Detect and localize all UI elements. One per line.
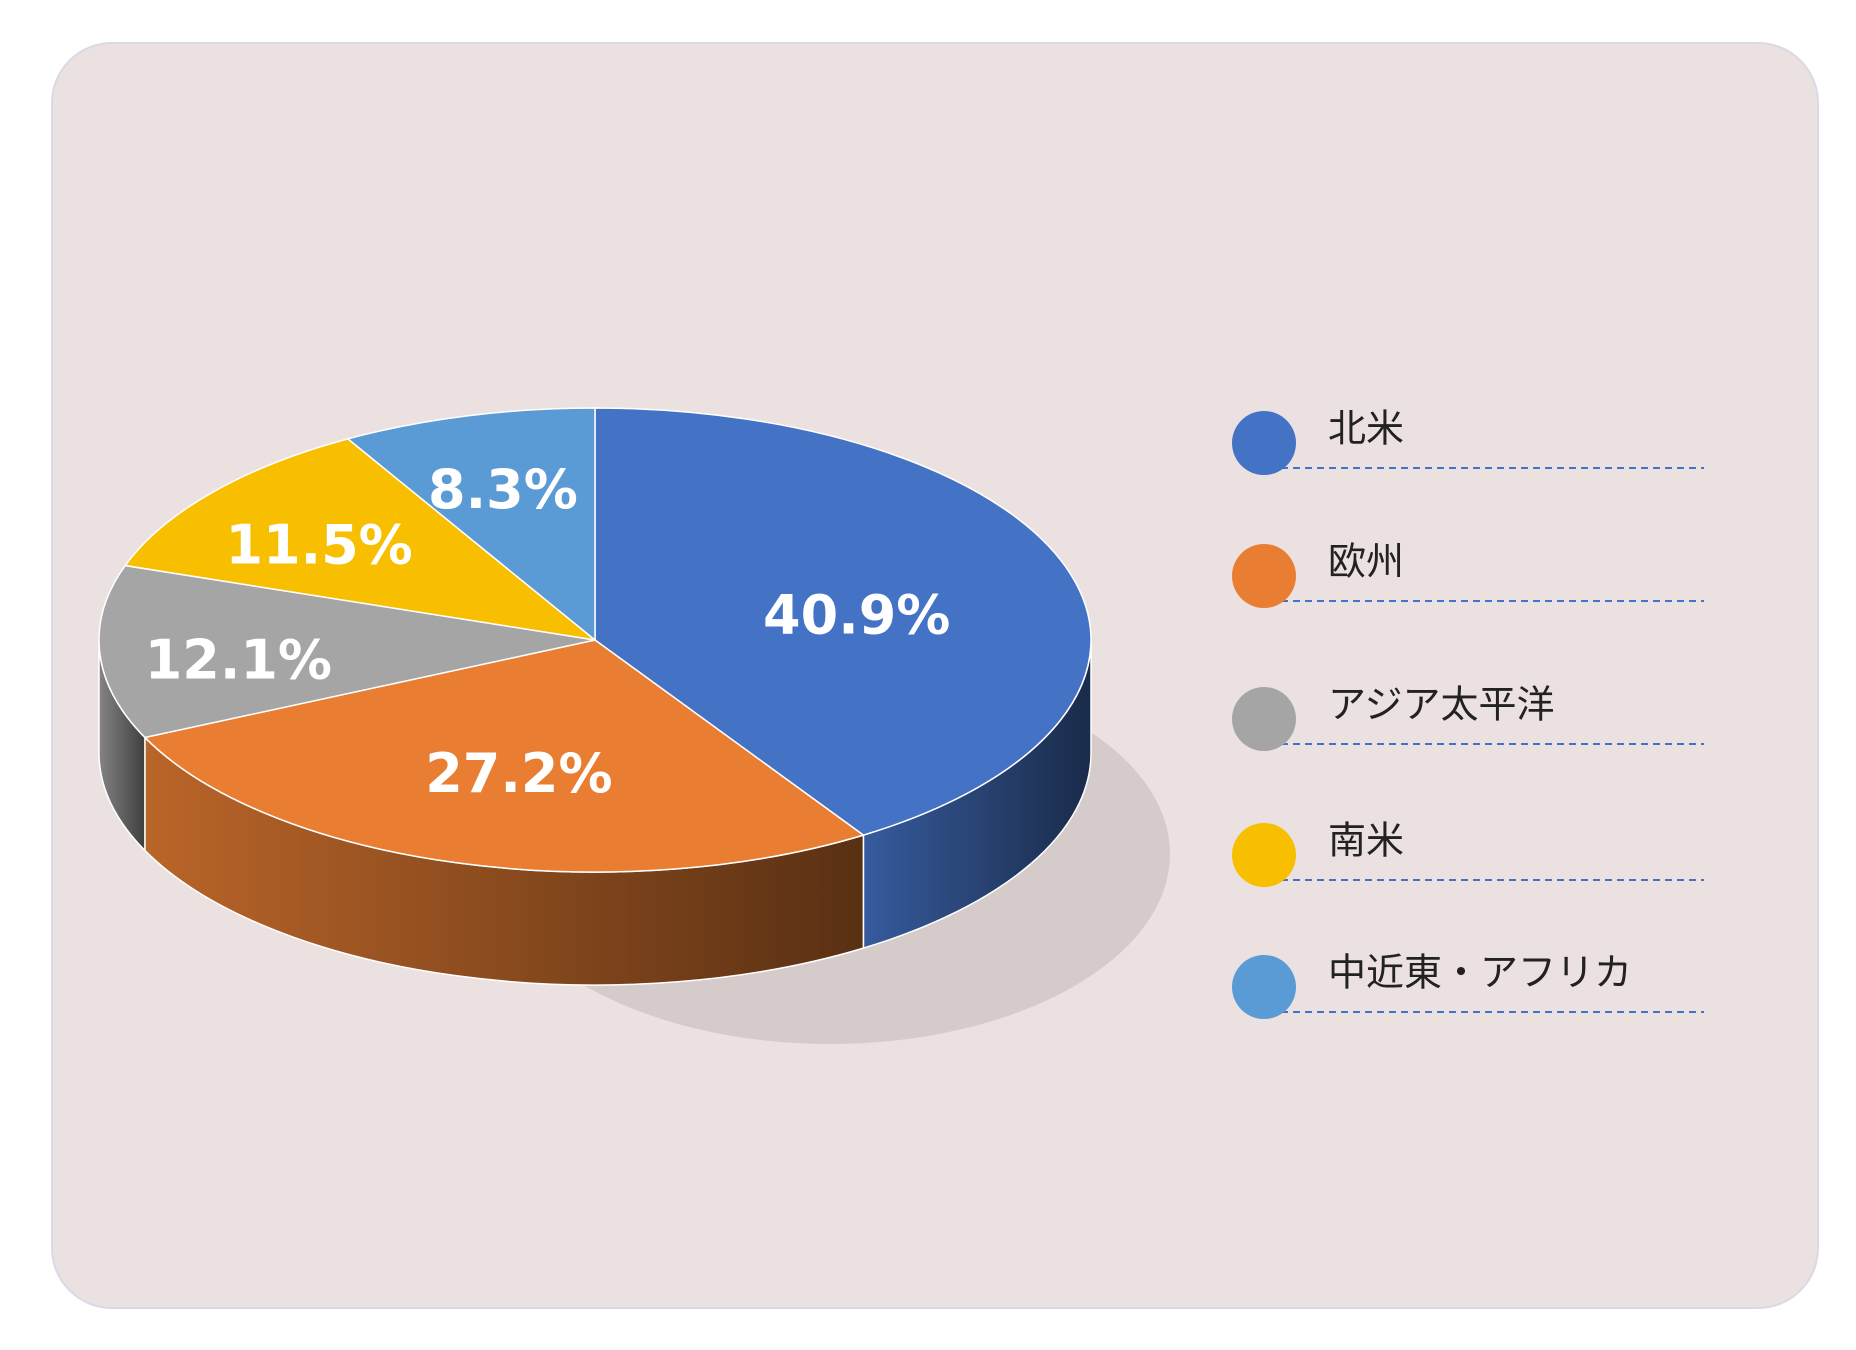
value-label: 11.5%	[225, 514, 412, 577]
slice	[143, 639, 866, 873]
legend-label: 中近東・アフリカ	[1328, 951, 1632, 995]
slice	[123, 438, 598, 642]
legend-label: アジア太平洋	[1328, 683, 1554, 727]
value-label: 12.1%	[145, 629, 332, 692]
legend-swatch	[1232, 955, 1296, 1019]
legend-swatch	[1232, 544, 1296, 608]
slice	[594, 407, 1092, 836]
value-label: 27.2%	[425, 742, 612, 805]
legend-label: 北米	[1328, 407, 1404, 451]
legend-swatch	[1232, 411, 1296, 475]
legend-swatch	[1232, 823, 1296, 887]
legend-swatch	[1232, 687, 1296, 751]
slice	[346, 407, 596, 642]
value-label: 8.3%	[428, 458, 578, 521]
legend-label: 南米	[1328, 819, 1404, 863]
slice	[98, 564, 596, 739]
legend-label: 欧州	[1328, 540, 1404, 584]
value-label: 40.9%	[763, 584, 950, 647]
